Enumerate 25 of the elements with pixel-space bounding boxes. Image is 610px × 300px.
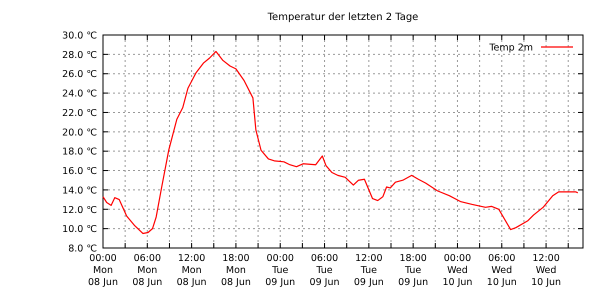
y-tick-label: 10.0 ℃ (62, 224, 98, 236)
y-tick-label: 14.0 ℃ (62, 185, 98, 196)
y-tick-label: 26.0 ℃ (62, 69, 98, 80)
y-tick-label: 12.0 ℃ (62, 204, 98, 216)
y-tick-label: 24.0 ℃ (62, 88, 98, 100)
x-tick-label: 12:00 Wed 10 Jun (531, 253, 562, 288)
y-tick-label: 16.0 ℃ (62, 166, 98, 178)
x-tick-label: 06:00 Tue 09 Jun (310, 253, 340, 288)
x-tick-label: 18:00 Tue 09 Jun (398, 253, 428, 288)
x-tick-label: 00:00 Tue 09 Jun (265, 253, 296, 288)
x-tick-label: 06:00 Mon 08 Jun (132, 253, 162, 288)
x-tick-label: 12:00 Mon 08 Jun (176, 253, 207, 288)
chart-title: Temperatur der letzten 2 Tage (266, 12, 418, 23)
x-tick-label: 06:00 Wed 10 Jun (486, 253, 517, 288)
y-tick-label: 8.0 ℃ (68, 244, 98, 254)
x-tick-label: 00:00 Mon 08 Jun (88, 253, 118, 288)
x-tick-label: 00:00 Wed 10 Jun (442, 253, 472, 288)
y-tick-label: 20.0 ℃ (62, 127, 98, 138)
x-tick-label: 18:00 Mon 08 Jun (220, 253, 251, 288)
y-tick-label: 30.0 ℃ (62, 30, 98, 42)
y-tick-label: 28.0 ℃ (62, 50, 98, 61)
legend-label: Temp 2m (488, 42, 533, 54)
x-tick-label: 12:00 Tue 09 Jun (354, 253, 384, 288)
y-tick-label: 22.0 ℃ (62, 108, 98, 119)
y-tick-label: 18.0 ℃ (62, 146, 98, 158)
